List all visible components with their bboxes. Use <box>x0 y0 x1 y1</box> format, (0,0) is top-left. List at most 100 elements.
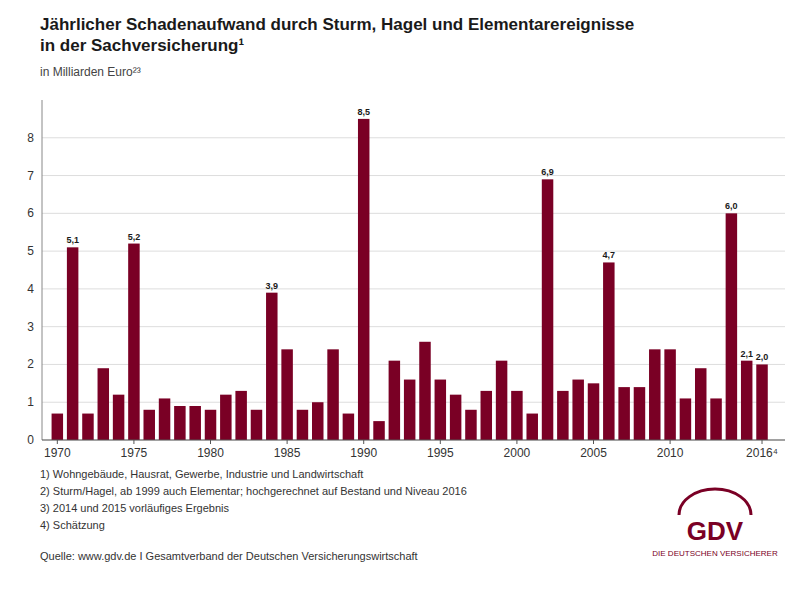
grid-line <box>42 288 785 289</box>
data-label: 2,1 <box>740 349 753 359</box>
y-tick-label: 6 <box>27 206 34 220</box>
logo-subtext: DIE DEUTSCHEN VERSICHERER <box>652 549 778 558</box>
bar <box>649 349 660 440</box>
bar <box>542 179 553 440</box>
footnote: 1) Wohngebäude, Hausrat, Gewerbe, Indust… <box>40 468 363 480</box>
data-label: 2,0 <box>756 352 769 362</box>
x-tick <box>210 440 211 444</box>
x-tick-label: 1980 <box>197 446 224 460</box>
x-tick <box>363 440 364 444</box>
grid-line <box>42 440 785 441</box>
y-tick-label: 3 <box>27 320 34 334</box>
bar <box>404 380 415 440</box>
grid-line <box>42 251 785 252</box>
x-tick-label: 2016⁴ <box>746 446 778 460</box>
x-tick-label: 1985 <box>274 446 301 460</box>
title: Jährlicher Schadenaufwand durch Sturm, H… <box>40 15 634 34</box>
x-tick-label: 1970 <box>44 446 71 460</box>
title: in der Sachversicherung¹ <box>40 36 244 55</box>
bar <box>235 391 246 440</box>
bar <box>511 391 522 440</box>
bar <box>572 380 583 440</box>
x-tick-label: 2000 <box>504 446 531 460</box>
bar <box>450 395 461 440</box>
bar <box>465 410 476 440</box>
bar <box>251 410 262 440</box>
bar <box>603 262 614 440</box>
grid-line <box>42 326 785 327</box>
y-tick-label: 4 <box>27 282 34 296</box>
bar <box>618 387 629 440</box>
x-axis-line <box>42 440 785 441</box>
grid-line <box>42 175 785 176</box>
footnote: 4) Schätzung <box>40 519 105 531</box>
grid <box>42 138 785 440</box>
bar <box>297 410 308 440</box>
bar <box>128 244 139 440</box>
subtitle: in Milliarden Euro²³ <box>40 65 141 79</box>
bar <box>710 398 721 440</box>
bar <box>327 349 338 440</box>
y-tick-label: 1 <box>27 395 34 409</box>
bar <box>189 406 200 440</box>
bar <box>343 414 354 440</box>
bar <box>312 402 323 440</box>
chart: Jährlicher Schadenaufwand durch Sturm, H… <box>0 0 800 606</box>
bar <box>67 247 78 440</box>
footnote: 3) 2014 und 2015 vorläufiges Ergebnis <box>40 502 229 514</box>
bar <box>634 387 645 440</box>
x-tick-label: 1995 <box>427 446 454 460</box>
data-label: 6,9 <box>541 167 554 177</box>
bar <box>281 349 292 440</box>
data-label: 5,2 <box>128 232 141 242</box>
bar <box>588 383 599 440</box>
y-tick-label: 5 <box>27 244 34 258</box>
bars <box>52 119 768 440</box>
bar <box>741 361 752 440</box>
bar <box>358 119 369 440</box>
grid-line <box>42 137 785 138</box>
x-tick-label: 1975 <box>121 446 148 460</box>
logo-text: GDV <box>687 516 744 546</box>
bar <box>205 410 216 440</box>
x-tick <box>670 440 671 444</box>
logo-arc <box>679 489 751 515</box>
x-tick <box>516 440 517 444</box>
bar <box>373 421 384 440</box>
x-tick-label: 2005 <box>580 446 607 460</box>
x-tick <box>287 440 288 444</box>
bar <box>756 364 767 440</box>
bar <box>159 398 170 440</box>
x-tick-label: 1990 <box>350 446 377 460</box>
data-label: 3,9 <box>266 281 279 291</box>
bar <box>98 368 109 440</box>
y-tick-label: 7 <box>27 169 34 183</box>
y-tick-label: 0 <box>27 433 34 447</box>
bar <box>557 391 568 440</box>
x-tick <box>57 440 58 444</box>
x-tick <box>133 440 134 444</box>
y-tick-label: 8 <box>27 131 34 145</box>
bar <box>174 406 185 440</box>
x-tick <box>593 440 594 444</box>
footnote: 2) Sturm/Hagel, ab 1999 auch Elementar; … <box>40 485 467 497</box>
bar <box>389 361 400 440</box>
x-tick-label: 2010 <box>657 446 684 460</box>
x-tick <box>440 440 441 444</box>
data-label: 8,5 <box>357 107 370 117</box>
x-tick <box>762 440 763 444</box>
y-axis-line <box>42 100 43 440</box>
bar <box>82 414 93 440</box>
bar <box>680 398 691 440</box>
bar <box>481 391 492 440</box>
source: Quelle: www.gdv.de I Gesamtverband der D… <box>40 550 418 562</box>
bar <box>220 395 231 440</box>
y-tick-label: 2 <box>27 357 34 371</box>
bar <box>52 414 63 440</box>
bar <box>419 342 430 440</box>
data-label: 6,0 <box>725 201 738 211</box>
bar <box>726 213 737 440</box>
bar <box>695 368 706 440</box>
data-label: 5,1 <box>66 235 79 245</box>
bar <box>526 414 537 440</box>
